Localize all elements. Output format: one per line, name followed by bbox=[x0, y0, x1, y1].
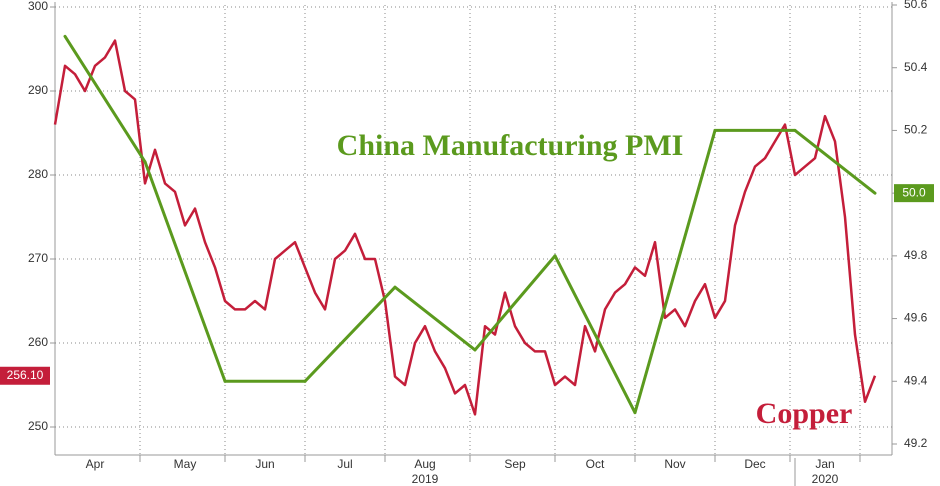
y2-tick-label: 49.6 bbox=[904, 311, 928, 325]
pmi-segment bbox=[553, 254, 637, 415]
tag-box bbox=[0, 366, 50, 385]
series-label: Copper bbox=[756, 397, 853, 430]
y-tick-label: 250 bbox=[28, 419, 48, 433]
y2-tick-label: 50.2 bbox=[904, 123, 928, 137]
y-tick-label: 300 bbox=[28, 0, 48, 13]
x-tick-label: Oct bbox=[586, 457, 605, 471]
y2-tick-label: 49.8 bbox=[904, 248, 928, 262]
y2-tick-label: 49.4 bbox=[904, 373, 928, 387]
y2-tick-label: 50.4 bbox=[904, 60, 928, 74]
pmi-segment bbox=[793, 128, 877, 195]
y2-tick-label: 49.2 bbox=[904, 436, 928, 450]
x-tick-label: Sep bbox=[504, 457, 526, 471]
pmi-segment bbox=[393, 285, 477, 352]
x-tick-label: Jun bbox=[255, 457, 274, 471]
last-value-label: 256.10 bbox=[7, 368, 44, 382]
x-tick-label: Jul bbox=[337, 457, 352, 471]
y-tick-label: 290 bbox=[28, 83, 48, 97]
last-value-label: 50.0 bbox=[902, 185, 926, 199]
y-tick-label: 260 bbox=[28, 335, 48, 349]
x-year-label: 2019 bbox=[412, 472, 439, 486]
pmi-segment bbox=[143, 160, 227, 383]
pmi-segment bbox=[473, 254, 557, 352]
pmi-segment bbox=[303, 285, 397, 383]
x-tick-label: Nov bbox=[664, 457, 685, 471]
y2-tick-label: 50.6 bbox=[904, 0, 928, 11]
copper-line bbox=[53, 39, 877, 416]
x-tick-label: Apr bbox=[86, 457, 105, 471]
x-year-label: 2020 bbox=[812, 472, 839, 486]
tag-box bbox=[894, 184, 934, 203]
x-tick-label: Jan bbox=[815, 457, 834, 471]
pmi-segment bbox=[63, 34, 147, 164]
y-tick-label: 280 bbox=[28, 167, 48, 181]
series-label: China Manufacturing PMI bbox=[337, 129, 684, 162]
y-tick-label: 270 bbox=[28, 251, 48, 265]
last-value-tag: 50.0 bbox=[894, 184, 934, 203]
x-tick-label: Dec bbox=[744, 457, 765, 471]
last-value-tag: 256.10 bbox=[0, 366, 50, 385]
x-tick-label: May bbox=[174, 457, 197, 471]
pmi-segment bbox=[633, 128, 717, 415]
x-tick-label: Aug bbox=[414, 457, 435, 471]
